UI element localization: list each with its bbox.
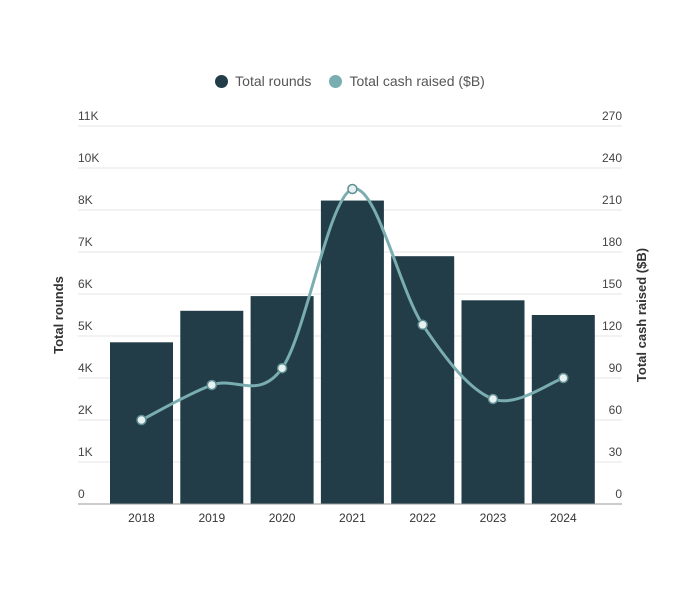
line-point (347, 183, 358, 195)
y-left-tick-label: 8K (78, 193, 93, 207)
y-right-tick-label: 120 (602, 319, 622, 333)
legend-swatch-cash (329, 74, 343, 88)
x-tick-label: 2018 (128, 511, 155, 525)
y-right-tick-label: 270 (602, 109, 622, 123)
y-right-tick-label: 240 (602, 151, 622, 165)
y-right-tick-label: 90 (609, 361, 623, 375)
y-right-tick-label: 210 (602, 193, 622, 207)
y-left-tick-label: 11K (78, 109, 98, 123)
line-point (487, 393, 499, 405)
bar (391, 256, 455, 504)
bar (320, 200, 384, 505)
x-tick-label: 2024 (550, 511, 577, 525)
y-right-tick-label: 150 (602, 277, 622, 291)
bar (180, 310, 244, 504)
line-point (206, 379, 218, 391)
x-tick-label: 2019 (198, 511, 225, 525)
y-left-tick-label: 2K (78, 403, 93, 417)
y-right-tick-label: 0 (615, 487, 622, 501)
x-tick-label: 2022 (409, 511, 436, 525)
y-left-tick-label: 5K (78, 319, 93, 333)
legend: Total rounds Total cash raised ($B) (0, 73, 700, 89)
line-point (417, 319, 428, 331)
legend-label-rounds: Total rounds (235, 73, 312, 89)
x-tick-label: 2020 (269, 511, 296, 525)
y-left-tick-label: 0 (78, 487, 85, 501)
y-left-axis-title: Total rounds (51, 276, 66, 354)
line-point (276, 362, 288, 374)
x-tick-label: 2023 (480, 511, 507, 525)
bar (531, 315, 595, 504)
y-left-tick-label: 10K (78, 151, 99, 165)
y-right-tick-label: 30 (609, 445, 623, 459)
line-point (558, 372, 569, 384)
legend-item-total-cash[interactable]: Total cash raised ($B) (329, 73, 485, 89)
legend-item-total-rounds[interactable]: Total rounds (215, 73, 311, 89)
x-tick-label: 2021 (339, 511, 366, 525)
y-left-tick-label: 7K (78, 235, 93, 249)
legend-swatch-rounds (215, 74, 229, 88)
y-left-tick-label: 1K (78, 445, 93, 459)
y-right-tick-label: 60 (609, 403, 623, 417)
line-point (136, 414, 147, 426)
y-left-tick-label: 4K (78, 361, 93, 375)
y-right-axis-title: Total cash raised ($B) (634, 248, 649, 382)
legend-label-cash: Total cash raised ($B) (349, 73, 485, 89)
y-left-tick-label: 6K (78, 277, 93, 291)
y-right-tick-label: 180 (602, 235, 622, 249)
bar (250, 296, 314, 504)
